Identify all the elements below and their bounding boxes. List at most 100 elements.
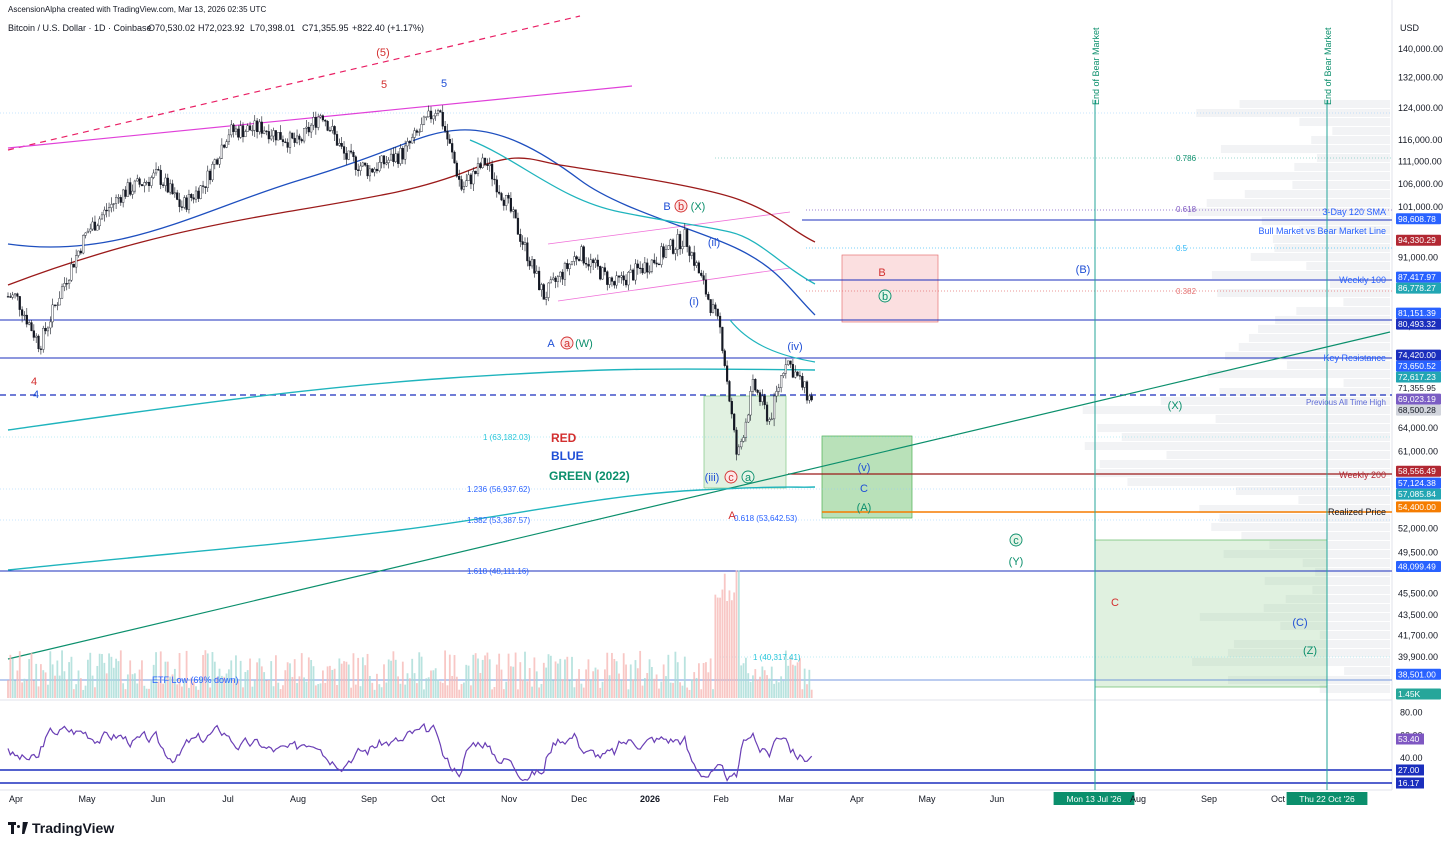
volume-bar xyxy=(747,673,750,698)
candle-body xyxy=(9,296,12,298)
volume-profile-bar xyxy=(1315,568,1390,576)
candle-body xyxy=(392,153,395,162)
volume-bar xyxy=(810,689,813,698)
volume-bar xyxy=(58,675,61,698)
volume-profile-bar xyxy=(1199,505,1390,513)
x-tick-5: Sep xyxy=(361,794,377,804)
candle-body xyxy=(303,128,306,142)
volume-bar xyxy=(72,689,75,698)
volume-bar xyxy=(84,685,87,698)
volume-bar xyxy=(413,673,416,698)
volume-bar xyxy=(317,684,320,698)
volume-bar xyxy=(329,665,331,698)
candle-body xyxy=(744,421,747,438)
tradingview-logo[interactable]: TradingView xyxy=(8,820,114,836)
volume-bar xyxy=(387,659,390,698)
volume-bar xyxy=(141,660,143,698)
candle-body xyxy=(763,395,766,406)
volume-bar xyxy=(439,681,442,698)
wave-label-10: A xyxy=(547,338,555,350)
candle-body xyxy=(72,263,75,268)
price-tag-text-3: 86,778.27 xyxy=(1398,283,1436,293)
volume-bar xyxy=(333,668,336,698)
candle-body xyxy=(173,192,176,195)
volume-bar xyxy=(279,689,282,698)
candle-body xyxy=(798,375,802,377)
candle-body xyxy=(561,271,564,280)
candle-body xyxy=(399,148,402,164)
volume-bar xyxy=(28,659,31,698)
candle-body xyxy=(213,159,216,165)
x-tick-8: Dec xyxy=(571,794,588,804)
wave-label-28: (C) xyxy=(1292,617,1307,629)
rsi-tag-1: 27.00 xyxy=(1398,765,1420,775)
x-tick-15: Mon 13 Jul '26 xyxy=(1066,794,1121,804)
volume-bar xyxy=(808,669,811,698)
candle-body xyxy=(688,246,691,256)
volume-bar xyxy=(232,679,235,698)
volume-bar xyxy=(698,663,700,698)
candle-body xyxy=(75,255,78,268)
candle-body xyxy=(239,125,242,138)
candle-body xyxy=(453,151,456,164)
x-tick-2: Jun xyxy=(151,794,166,804)
candle-body xyxy=(328,130,332,132)
time-axis[interactable]: Apr May Jun Jul Aug Sep Oct Nov Dec 2026 Feb Mar Apr… xyxy=(9,792,1368,805)
volume-bar xyxy=(35,663,38,698)
candle-body xyxy=(554,277,557,282)
candle-body xyxy=(601,267,604,280)
volume-bar xyxy=(383,664,385,698)
candle-body xyxy=(371,168,374,173)
candle-body xyxy=(662,246,665,258)
volume-bar xyxy=(124,689,127,698)
volume-bar xyxy=(502,689,505,698)
wave-label-text-11: a xyxy=(564,338,571,350)
volume-bar xyxy=(223,676,226,698)
volume-bar xyxy=(430,670,432,698)
candle-body xyxy=(154,168,158,174)
candle-body xyxy=(568,263,571,269)
volume-bar xyxy=(411,658,414,698)
wave-label-text-20: (B) xyxy=(1076,264,1091,276)
candle-body xyxy=(777,387,780,392)
price-tag-text-12: 57,124.38 xyxy=(1398,478,1436,488)
candle-body xyxy=(364,162,367,166)
volume-bar xyxy=(361,657,364,698)
volume-bar xyxy=(455,676,458,698)
volume-bar xyxy=(138,669,141,698)
volume-bar xyxy=(559,658,562,698)
volume-profile-bar xyxy=(1302,559,1390,567)
candle-body xyxy=(721,326,724,351)
volume-bar xyxy=(611,652,613,698)
volume-bar xyxy=(448,654,451,698)
volume-bar xyxy=(322,670,324,698)
candle-body xyxy=(368,168,371,177)
label-realized-price: Realized Price xyxy=(1328,507,1386,517)
volume-bar xyxy=(615,661,618,698)
candle-body xyxy=(737,446,740,455)
volume-bar xyxy=(68,662,70,698)
candle-body xyxy=(526,242,529,262)
volume-bar xyxy=(347,664,350,698)
candle-body xyxy=(185,197,188,210)
volume-profile-bar xyxy=(1127,478,1390,486)
candle-body xyxy=(44,327,47,332)
candle-body xyxy=(467,174,470,181)
volume-bar xyxy=(211,652,214,698)
volume-bar xyxy=(336,685,338,698)
rsi-tick-2: 40.00 xyxy=(1400,753,1423,763)
candle-body xyxy=(653,259,656,264)
candle-body xyxy=(538,270,541,291)
price-tag-13: 57,085.84 xyxy=(1396,488,1441,500)
volume-bar xyxy=(202,655,204,698)
volume-bar xyxy=(54,675,56,698)
candle-body xyxy=(77,250,80,256)
volume-profile-bar xyxy=(1207,370,1390,378)
volume-bar xyxy=(535,671,538,698)
volume-bar xyxy=(780,676,783,698)
volume-bar xyxy=(394,659,397,698)
volume-bar xyxy=(188,687,190,698)
volume-profile xyxy=(1082,100,1390,693)
tradingview-logo-icon xyxy=(8,822,28,834)
